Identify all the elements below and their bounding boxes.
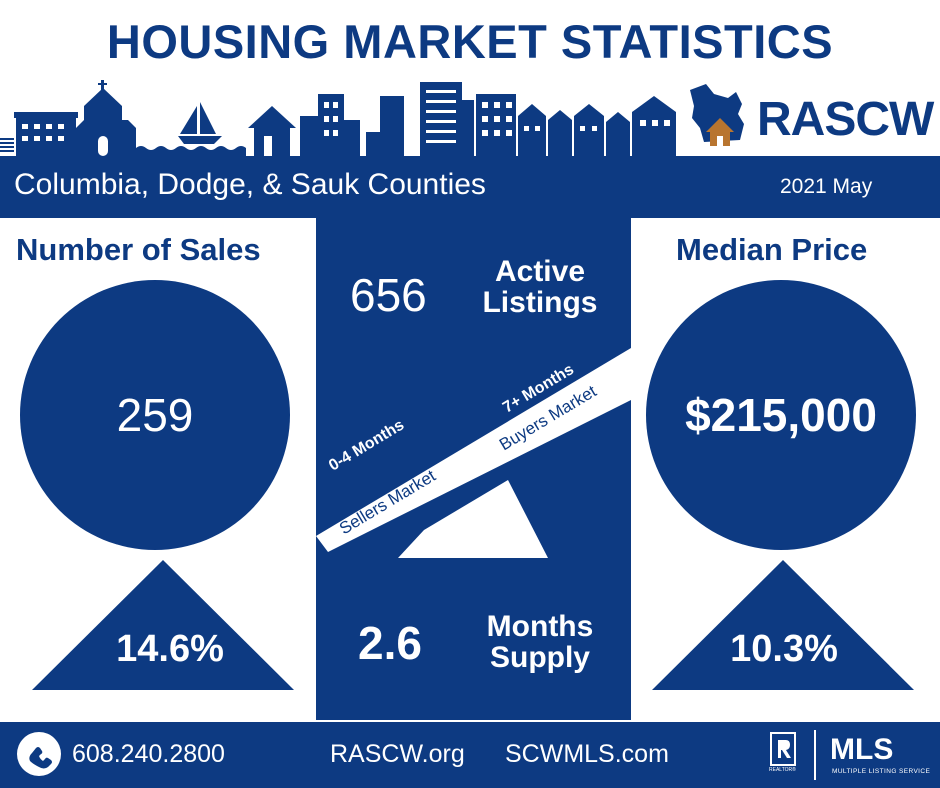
rascw-website-link[interactable]: RASCW.org bbox=[330, 740, 465, 768]
realtor-label: REALTOR® bbox=[769, 767, 796, 773]
mls-logo-text: MLS bbox=[830, 733, 894, 766]
median-price-value: $215,000 bbox=[685, 389, 877, 441]
phone-number[interactable]: 608.240.2800 bbox=[72, 740, 225, 768]
median-price-circle bbox=[646, 280, 916, 550]
median-price-title: Median Price bbox=[676, 232, 868, 267]
active-listings-label-line2: Listings bbox=[482, 286, 598, 319]
active-listings-label: Active Listings bbox=[470, 256, 610, 318]
wisconsin-house-icon bbox=[690, 84, 744, 146]
months-supply-label-line2: Supply bbox=[489, 641, 590, 674]
months-supply-label: Months Supply bbox=[470, 611, 610, 673]
footer-divider bbox=[814, 730, 816, 780]
months-supply-label-line1: Months bbox=[486, 610, 594, 643]
median-change-percent: 10.3% bbox=[730, 628, 838, 670]
number-of-sales-value: 259 bbox=[116, 389, 194, 441]
number-of-sales-title: Number of Sales bbox=[16, 232, 261, 267]
phone-icon[interactable] bbox=[16, 731, 62, 777]
region-label: Columbia, Dodge, & Sauk Counties bbox=[14, 168, 486, 201]
active-listings-value: 656 bbox=[350, 269, 427, 321]
town-skyline-illustration bbox=[0, 80, 676, 156]
report-date: 2021 May bbox=[780, 175, 873, 198]
scwmls-website-link[interactable]: SCWMLS.com bbox=[505, 740, 669, 768]
active-listings-label-line1: Active bbox=[494, 255, 586, 288]
market-scale-graphic bbox=[316, 348, 631, 558]
median-up-triangle bbox=[652, 560, 914, 690]
months-supply-value: 2.6 bbox=[358, 617, 422, 669]
region-banner bbox=[0, 156, 940, 218]
sales-up-triangle bbox=[32, 560, 294, 690]
realtor-logo-icon bbox=[770, 732, 796, 766]
sales-circle bbox=[20, 280, 290, 550]
page-title: HOUSING MARKET STATISTICS bbox=[106, 15, 834, 68]
mls-subtitle: MULTIPLE LISTING SERVICE bbox=[832, 768, 931, 775]
sales-change-percent: 14.6% bbox=[116, 628, 224, 670]
rascw-logo-text: RASCW bbox=[757, 93, 934, 146]
